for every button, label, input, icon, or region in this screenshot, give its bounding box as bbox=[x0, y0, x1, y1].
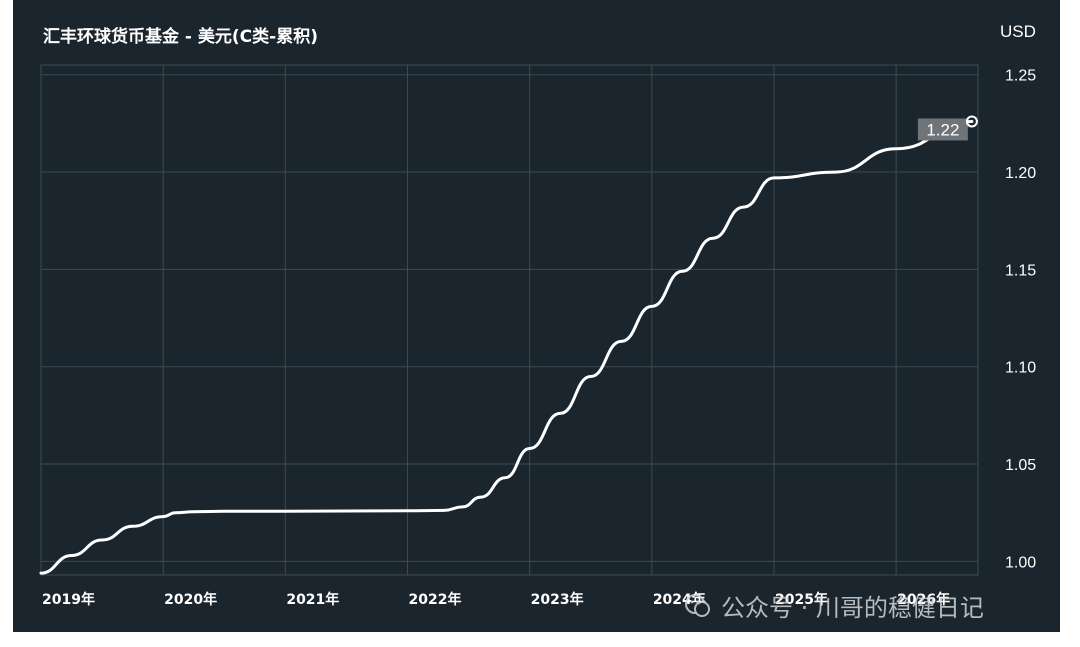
y-axis-ticks: 1.00 1.05 1.10 1.15 1.20 1.25 bbox=[1005, 68, 1036, 572]
x-tick-label: 2025年 bbox=[775, 591, 828, 608]
chart-title: 汇丰环球货币基金 - 美元(C类-累积) bbox=[43, 27, 318, 47]
y-tick-label: 1.10 bbox=[1005, 360, 1036, 377]
unit-label: USD bbox=[1000, 22, 1036, 41]
end-point-marker bbox=[965, 115, 978, 128]
y-tick-label: 1.05 bbox=[1005, 457, 1036, 474]
chart-panel bbox=[13, 0, 1060, 632]
grid-layer bbox=[40, 64, 979, 576]
y-tick-label: 1.15 bbox=[1005, 262, 1036, 279]
last-value-badge-bg bbox=[917, 118, 968, 141]
watermark: 公众号 · 川哥的稳健日记 bbox=[683, 588, 984, 623]
x-tick-label: 2020年 bbox=[164, 591, 217, 608]
plot-frame bbox=[40, 64, 979, 576]
last-value-badge: 1.22 bbox=[917, 118, 968, 141]
x-axis-ticks: 2019年 2020年 2021年 2022年 2023年 2024年 2025年 2026年 bbox=[42, 591, 950, 608]
x-tick-label: 2023年 bbox=[531, 591, 584, 608]
last-value-label: 1.22 bbox=[926, 120, 959, 139]
series-line bbox=[39, 120, 974, 575]
x-tick-label: 2026年 bbox=[897, 591, 950, 608]
x-tick-label: 2022年 bbox=[408, 591, 461, 608]
y-tick-label: 1.00 bbox=[1005, 554, 1036, 571]
wechat-icon bbox=[685, 593, 710, 617]
x-tick-label: 2021年 bbox=[286, 591, 339, 608]
y-tick-label: 1.20 bbox=[1005, 165, 1036, 182]
y-tick-label: 1.25 bbox=[1005, 68, 1036, 85]
watermark-text: 公众号 · 川哥的稳健日记 bbox=[721, 594, 984, 622]
x-tick-label: 2019年 bbox=[42, 591, 95, 608]
